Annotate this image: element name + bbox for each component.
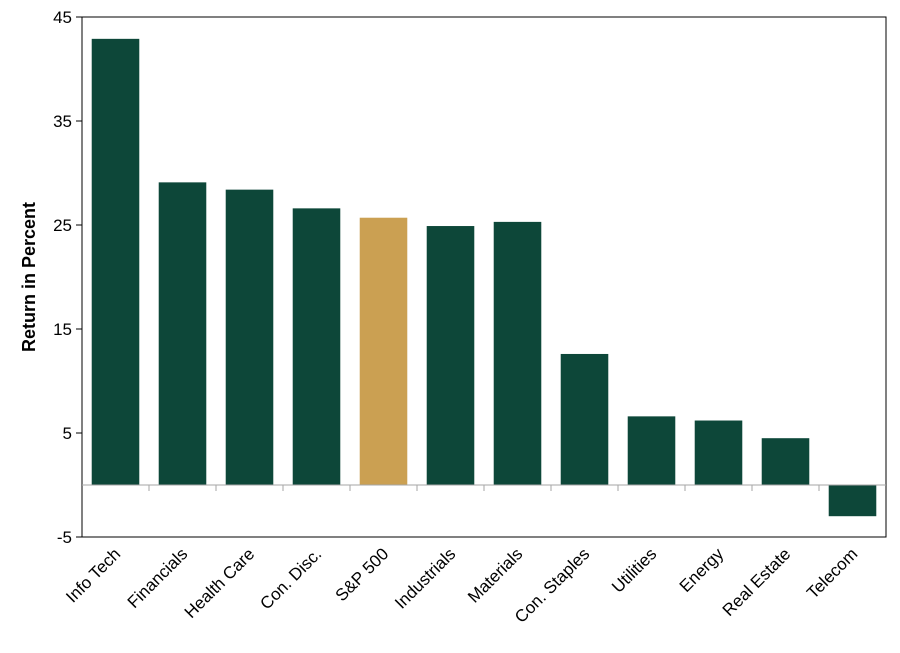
x-tick-label: S&P 500 [332,544,393,605]
y-tick-label: 15 [53,320,72,339]
bar-financials [158,182,207,486]
x-tick-label: Industrials [391,544,459,612]
y-tick-label: -5 [57,528,72,547]
bar-real-estate [761,438,810,485]
plot-frame [81,16,887,538]
x-tick-label: Utilities [608,544,660,596]
x-tick-label: Energy [676,544,728,596]
bar-energy [694,420,743,485]
y-tick-label: 45 [53,8,72,27]
bar-health-care [225,189,274,485]
bar-utilities [627,416,676,485]
x-axis-ticks [148,485,820,491]
bar-s-p-500 [359,217,408,485]
y-axis: -5 5 15 25 35 45 [53,8,82,547]
y-tick-label: 35 [53,112,72,131]
x-tick-label: Telecom [803,544,861,602]
bar-materials [493,221,542,485]
x-tick-label: Materials [464,544,526,606]
y-tick-label: 25 [53,216,72,235]
x-tick-label: Info Tech [62,544,124,606]
bars [91,38,877,517]
bar-con-staples [560,353,609,485]
y-axis-title: Return in Percent [19,202,39,352]
x-tick-label: Financials [124,544,192,612]
x-tick-label: Con. Disc. [256,544,325,613]
bar-con-disc [292,208,341,486]
bar-telecom [828,485,877,517]
x-tick-label: Real Estate [719,544,795,620]
bar-info-tech [91,38,140,486]
y-tick-label: 5 [63,424,72,443]
bar-industrials [426,226,475,486]
x-tick-label: Health Care [181,544,259,622]
